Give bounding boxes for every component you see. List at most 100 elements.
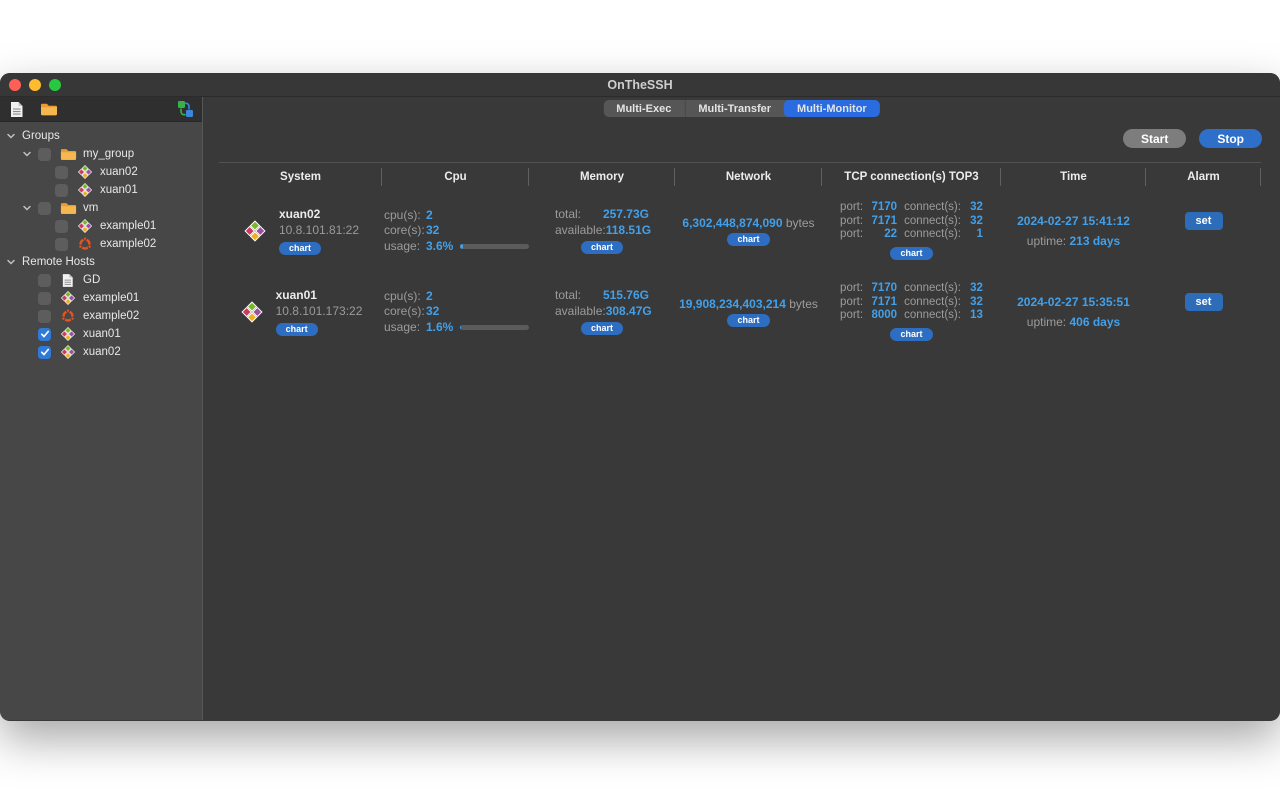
memory-available-value: 308.47G [605,304,652,318]
document-icon [59,272,77,288]
checkbox-unchecked[interactable] [38,309,51,323]
tree-item-example02-host[interactable]: example02 [0,307,202,325]
chevron-down-icon[interactable] [22,203,38,213]
tab-multi-exec[interactable]: Multi-Exec [616,102,672,115]
tree-item-xuan01[interactable]: xuan01 [0,181,202,199]
checkbox-unchecked[interactable] [55,219,68,233]
tcp-connects: 32 [970,282,983,295]
tree-item-xuan01-host[interactable]: xuan01 [0,325,202,343]
alarm-set-button[interactable]: set [1184,211,1223,230]
memory-total-label: total: [555,288,582,302]
network-bytes-unit: bytes [789,296,818,311]
network-bytes-value: 6,302,448,874,090 [682,215,783,230]
close-icon[interactable] [9,79,21,91]
zoom-icon[interactable] [49,79,61,91]
header-cpu: Cpu [382,163,529,190]
memory-total-value: 257.73G [602,207,649,221]
cpu-usage-value: 3.6% [426,238,454,253]
checkbox-unchecked[interactable] [38,147,51,161]
start-button[interactable]: Start [1122,129,1187,148]
tcp-port: 7171 [871,214,898,227]
tree-item-example02[interactable]: example02 [0,235,202,253]
tcp-port: 8000 [871,309,898,322]
tcp-chart-button[interactable]: chart [890,327,933,341]
tcp-connects: 32 [970,214,983,227]
table-row: xuan02 10.8.101.81:22 chart cpu(s): 2 cor… [219,190,1261,271]
header-system: System [219,163,382,190]
memory-chart-button[interactable]: chart [580,241,623,254]
uptime-value: 213 days [1069,233,1121,248]
uptime-label: uptime: [1026,233,1067,248]
cpu-usage-value: 1.6% [426,319,454,334]
memory-total-label: total: [555,207,582,221]
tree-item-example01-host[interactable]: example01 [0,289,202,307]
cpu-usage-label: usage: [384,238,421,253]
tree-item-example01[interactable]: example01 [0,217,202,235]
alarm-set-button[interactable]: set [1184,292,1223,311]
tree-label: Groups [22,130,60,142]
tree-item-gd[interactable]: GD [0,271,202,289]
checkbox-unchecked[interactable] [55,165,68,179]
tcp-port: 7170 [871,201,898,214]
mode-tab-bar: Multi-Exec Multi-Transfer Multi-Monitor [603,100,880,117]
linux-distro-icon [76,218,94,234]
transfer-sync-icon[interactable] [175,99,195,119]
sidebar-toolbar [0,97,202,122]
host-tree: Groups my_group xuan02 [0,122,202,361]
new-host-icon[interactable] [7,99,27,119]
checkbox-unchecked[interactable] [38,201,51,215]
chevron-down-icon[interactable] [6,257,22,267]
memory-chart-button[interactable]: chart [580,322,623,335]
linux-distro-icon [59,326,77,342]
tree-item-groups[interactable]: Groups [0,127,202,145]
tree-item-my-group[interactable]: my_group [0,145,202,163]
header-alarm: Alarm [1146,163,1261,190]
folder-icon [59,146,77,162]
monitor-table: System Cpu Memory Network TCP connection… [219,162,1261,352]
new-group-icon[interactable] [39,99,59,119]
uptime-value: 406 days [1069,314,1121,329]
tcp-chart-button[interactable]: chart [890,246,933,260]
linux-distro-icon [59,290,77,306]
tab-multi-transfer[interactable]: Multi-Transfer [684,100,784,117]
checkbox-unchecked[interactable] [38,291,51,305]
checkbox-unchecked[interactable] [55,183,68,197]
network-chart-button[interactable]: chart [727,232,770,246]
tree-item-remote-hosts[interactable]: Remote Hosts [0,253,202,271]
memory-available-label: available: [555,223,606,237]
tree-label: xuan02 [83,346,121,358]
window-title: OnTheSSH [607,77,673,92]
tree-label: example01 [100,220,157,232]
tree-label: example01 [83,292,140,304]
tab-multi-monitor[interactable]: Multi-Monitor [784,100,880,117]
tcp-port: 7171 [871,295,898,308]
linux-distro-icon [76,164,94,180]
tcp-connects: 1 [976,228,983,241]
chevron-down-icon[interactable] [22,149,38,159]
checkbox-unchecked[interactable] [55,237,68,251]
tree-item-xuan02-host[interactable]: xuan02 [0,343,202,361]
checkbox-unchecked[interactable] [38,273,51,287]
cpu-count-value: 2 [426,288,433,303]
cpu-count-value: 2 [426,207,433,222]
tcp-connects: 32 [970,201,983,214]
cpu-usage-bar [460,243,529,249]
tcp-port: 22 [884,228,898,241]
system-chart-button[interactable]: chart [275,322,318,336]
header-memory: Memory [529,163,675,190]
tree-item-xuan02[interactable]: xuan02 [0,163,202,181]
network-chart-button[interactable]: chart [727,313,770,327]
checkbox-checked[interactable] [38,327,51,341]
network-bytes-unit: bytes [785,215,815,230]
system-chart-button[interactable]: chart [278,241,321,255]
checkbox-checked[interactable] [38,345,51,359]
datetime-value: 2024-02-27 15:41:12 [1017,213,1130,228]
minimize-icon[interactable] [29,79,41,91]
table-row: xuan01 10.8.101.173:22 chart cpu(s): 2 co… [219,271,1261,352]
cpu-usage-label: usage: [384,319,421,334]
stop-button[interactable]: Stop [1199,129,1262,148]
chevron-down-icon[interactable] [6,131,22,141]
tree-label: example02 [100,238,157,250]
tree-item-vm[interactable]: vm [0,199,202,217]
ubuntu-icon [76,236,94,252]
